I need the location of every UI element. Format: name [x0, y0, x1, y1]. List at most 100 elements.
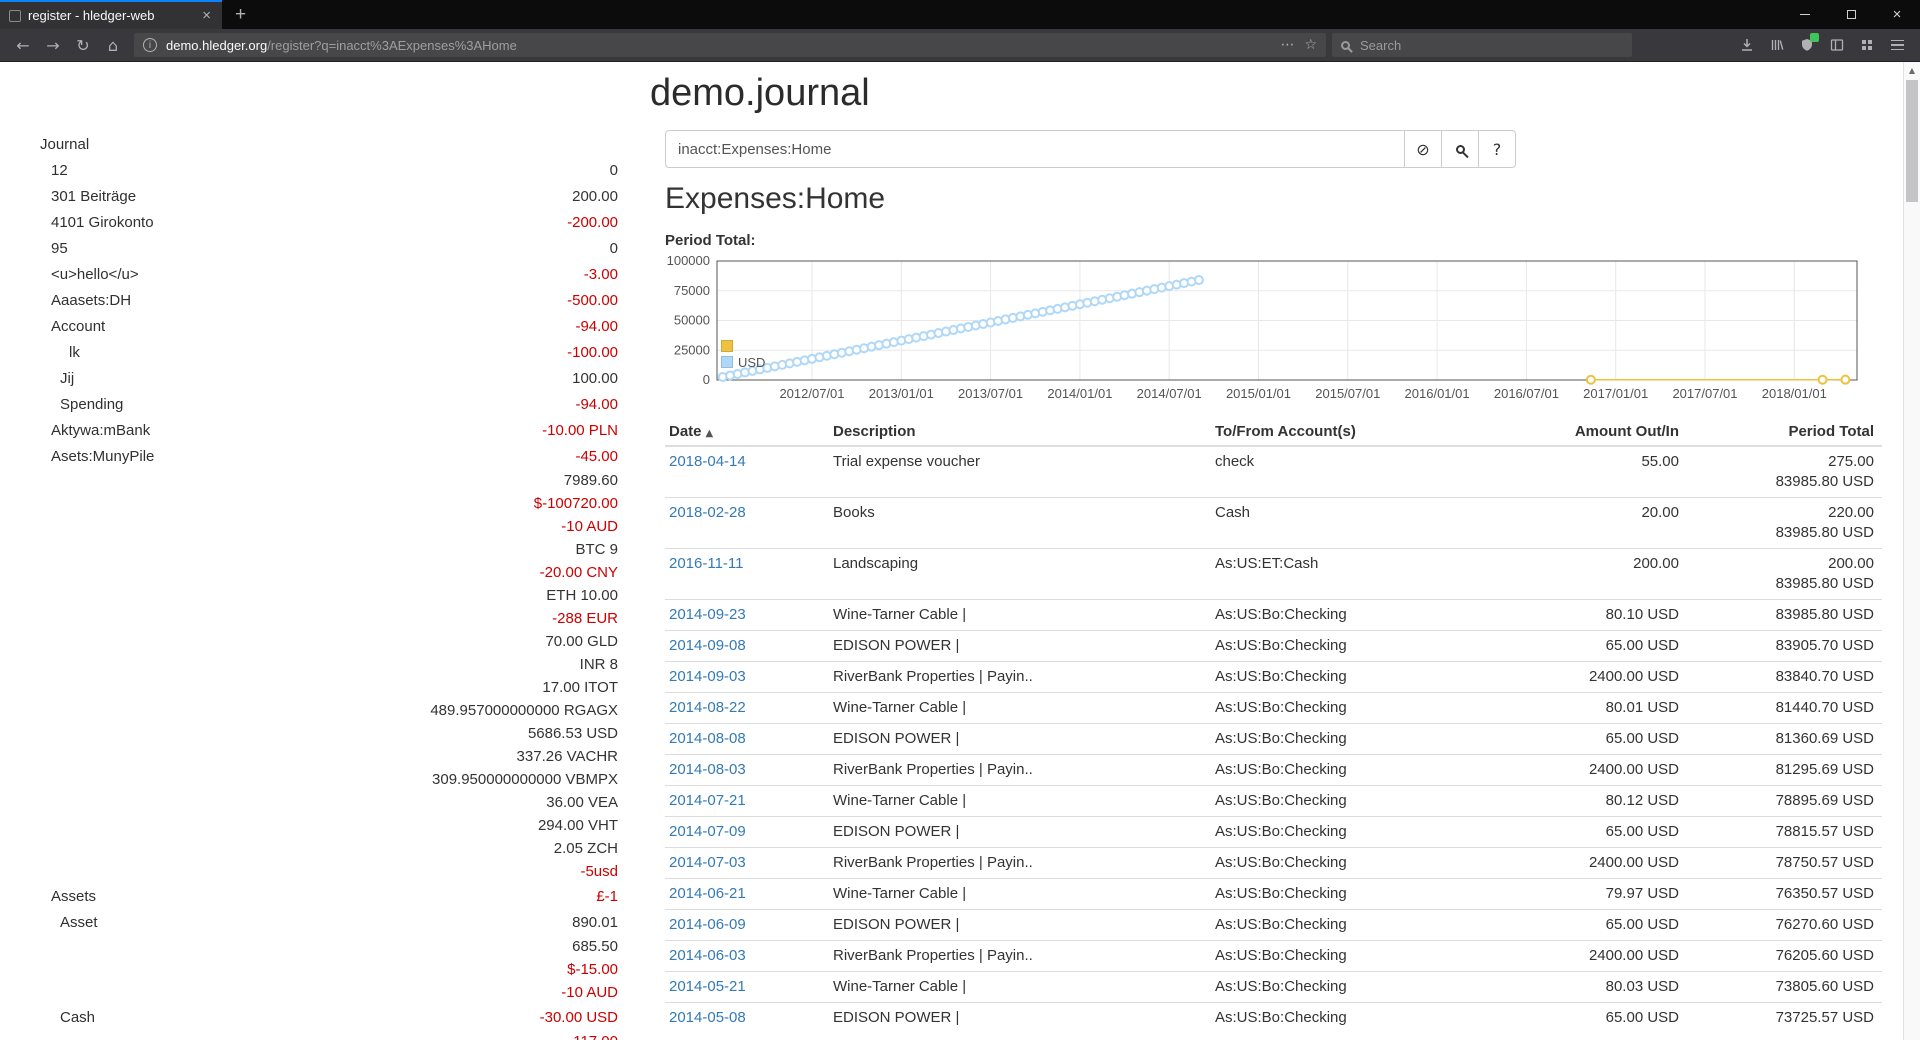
register-account: As:US:Bo:Checking	[1207, 661, 1497, 693]
extension-button[interactable]	[1792, 32, 1822, 58]
register-period-total: 78750.57 USD	[1687, 847, 1882, 879]
register-row: 2014-07-03 RiverBank Properties | Payin..…	[665, 847, 1882, 879]
close-button[interactable]: ×	[1874, 0, 1920, 29]
register-date-link[interactable]: 2018-04-14	[669, 453, 746, 470]
sidebar-account-link[interactable]: <u>hello</u>	[51, 265, 139, 283]
search-button[interactable]	[1441, 130, 1479, 168]
browser-search-input[interactable]	[1358, 36, 1623, 54]
register-account: As:US:Bo:Checking	[1207, 816, 1497, 848]
register-table-body: 2018-04-14 Trial expense voucher check 55.0…	[665, 445, 1882, 1033]
sidebar-account-link[interactable]: Asset	[60, 913, 98, 931]
browser-search-bar[interactable]	[1332, 33, 1632, 57]
downloads-button[interactable]	[1732, 32, 1762, 58]
reload-button[interactable]: ↻	[76, 35, 90, 55]
svg-text:2012/07/01: 2012/07/01	[779, 386, 844, 401]
sidebar-account-link[interactable]: Asets:MunyPile	[51, 447, 155, 465]
sidebar-account-link[interactable]: Assets	[51, 887, 97, 905]
sidebar-account-link[interactable]: 95	[51, 239, 68, 257]
register-date-link[interactable]: 2018-02-28	[669, 504, 746, 521]
sidebar-account-link[interactable]: Cash	[60, 1008, 96, 1026]
register-account: As:US:Bo:Checking	[1207, 599, 1497, 631]
register-period-total: 200.00 83985.80 USD	[1687, 548, 1882, 600]
register-period-total: 220.00 83985.80 USD	[1687, 497, 1882, 549]
register-date-link[interactable]: 2014-05-08	[669, 1009, 746, 1026]
register-row: 2014-08-03 RiverBank Properties | Payin..…	[665, 754, 1882, 786]
register-date-link[interactable]: 2014-09-03	[669, 668, 746, 685]
register-row: 2014-06-21 Wine-Tarner Cable | As:US:Bo:Ch…	[665, 878, 1882, 910]
register-period-total: 83840.70 USD	[1687, 661, 1882, 693]
browser-tab[interactable]: register - hledger-web ×	[0, 0, 222, 29]
back-button[interactable]: ←	[16, 35, 30, 55]
new-tab-button[interactable]: +	[235, 3, 247, 25]
register-table: Date ▲ Description To/From Account(s) Amo…	[665, 418, 1882, 1033]
page-info-icon[interactable]: i	[143, 38, 157, 52]
register-date-link[interactable]: 2014-08-03	[669, 761, 746, 778]
register-period-total: 78895.69 USD	[1687, 785, 1882, 817]
scroll-up-icon[interactable]: ▲	[1908, 65, 1916, 75]
page-scrollbar[interactable]: ▲	[1903, 62, 1920, 1040]
clear-query-icon: ⊘	[1416, 139, 1430, 159]
browser-titlebar: register - hledger-web × + ×	[0, 0, 1920, 29]
tab-close-icon[interactable]: ×	[202, 7, 211, 24]
sidebar-account-row: 12 0	[0, 157, 618, 183]
register-description: RiverBank Properties | Payin..	[825, 754, 1207, 786]
sidebar-account-link[interactable]: lk	[69, 343, 80, 361]
register-date-link[interactable]: 2014-07-03	[669, 854, 746, 871]
register-date-link[interactable]: 2016-11-11	[669, 555, 744, 572]
register-date-link[interactable]: 2014-07-09	[669, 823, 746, 840]
register-description: EDISON POWER |	[825, 1002, 1207, 1033]
register-description: RiverBank Properties | Payin..	[825, 661, 1207, 693]
sort-asc-icon: ▲	[705, 428, 714, 439]
sidebar-account-balance: 7989.60	[563, 472, 618, 489]
register-amount: 200.00	[1497, 548, 1687, 600]
sidebar-account-link[interactable]: Aktywa:mBank	[51, 421, 151, 439]
sidebar-account-link[interactable]: 12	[51, 161, 68, 179]
register-date-link[interactable]: 2014-09-23	[669, 606, 746, 623]
minimize-button[interactable]	[1782, 0, 1828, 29]
sidebar-account-row: Asset 890.01	[0, 909, 618, 935]
register-date-link[interactable]: 2014-06-21	[669, 885, 746, 902]
chart-title: Period Total:	[665, 232, 756, 249]
sidebar-account-link[interactable]: Jij	[60, 369, 75, 387]
sidebar-balance-row: BTC 9	[0, 538, 618, 561]
sidebar-account-row: lk -100.00	[0, 339, 618, 365]
page-content: demo.journal Journal 12 0 301 Beiträge 200.…	[0, 62, 1920, 1040]
library-button[interactable]	[1762, 32, 1792, 58]
menu-button[interactable]	[1882, 32, 1912, 58]
svg-text:2013/01/01: 2013/01/01	[869, 386, 934, 401]
help-button[interactable]: ?	[1478, 130, 1516, 168]
register-amount: 65.00 USD	[1497, 723, 1687, 755]
clear-query-button[interactable]: ⊘	[1404, 130, 1442, 168]
register-date-link[interactable]: 2014-05-21	[669, 978, 746, 995]
sidebars-button[interactable]	[1822, 32, 1852, 58]
home-button[interactable]: ⌂	[107, 35, 119, 55]
sidebar-balance-row: 7989.60	[0, 469, 618, 492]
bookmark-star-icon[interactable]: ☆	[1304, 37, 1317, 53]
register-description: RiverBank Properties | Payin..	[825, 940, 1207, 972]
query-input[interactable]	[665, 130, 1405, 168]
sidebar-account-link[interactable]: Spending	[60, 395, 124, 413]
page-actions-icon[interactable]: ⋯	[1280, 37, 1295, 53]
register-date-link[interactable]: 2014-08-08	[669, 730, 746, 747]
sidebar-account-link[interactable]: 4101 Girokonto	[51, 213, 154, 231]
forward-button[interactable]: →	[46, 35, 60, 55]
sidebar-account-link[interactable]: Aaasets:DH	[51, 291, 132, 309]
url-bar[interactable]: i demo.hledger.org/register?q=inacct%3AE…	[134, 33, 1326, 57]
register-date-link[interactable]: 2014-07-21	[669, 792, 746, 809]
sidebar-account-link[interactable]: Account	[51, 317, 106, 335]
column-header-date[interactable]: Date ▲	[665, 418, 825, 447]
register-account: check	[1207, 445, 1497, 498]
sidebar-balance-row: $-100720.00	[0, 492, 618, 515]
column-header-total: Period Total	[1687, 418, 1882, 447]
sidebar-balance-row: $-15.00	[0, 958, 618, 981]
sidebar-account-link[interactable]: 301 Beiträge	[51, 187, 137, 205]
register-date-link[interactable]: 2014-06-09	[669, 916, 746, 933]
register-date-link[interactable]: 2014-08-22	[669, 699, 746, 716]
apps-button[interactable]	[1852, 32, 1882, 58]
register-date-link[interactable]: 2014-09-08	[669, 637, 746, 654]
journal-link[interactable]: Journal	[40, 135, 90, 153]
maximize-button[interactable]	[1828, 0, 1874, 29]
register-date-link[interactable]: 2014-06-03	[669, 947, 746, 964]
scrollbar-thumb[interactable]	[1906, 80, 1918, 202]
